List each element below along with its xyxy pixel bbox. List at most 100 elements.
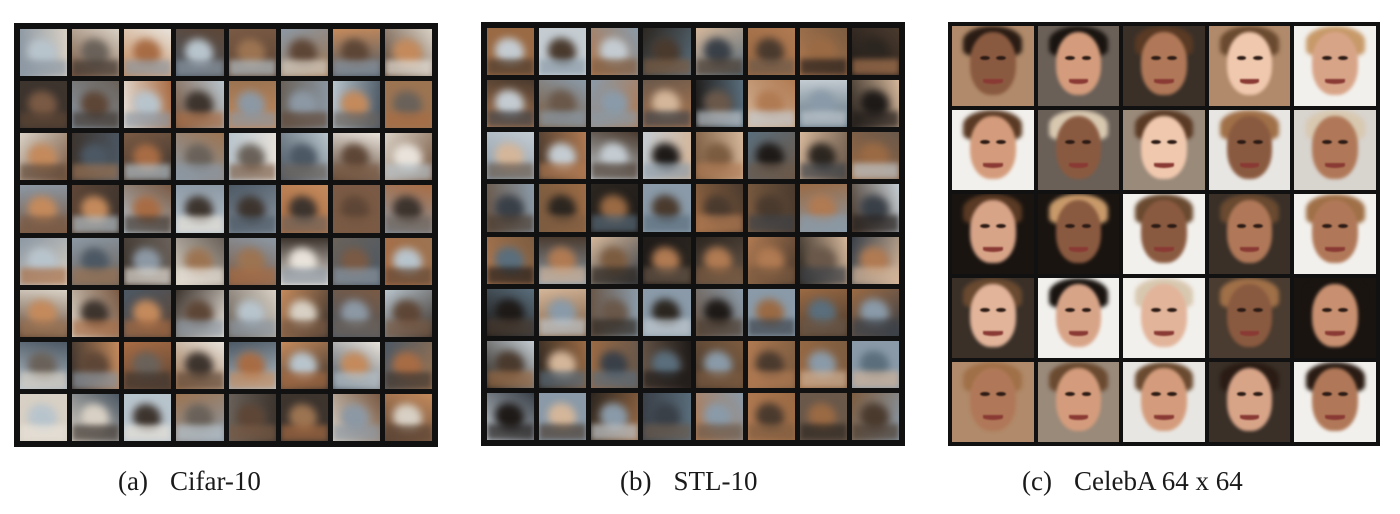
stl10-thumbnail (487, 392, 535, 440)
stl10-thumbnail (487, 28, 535, 76)
cifar10-thumbnail (124, 29, 172, 77)
stl10-thumbnail (643, 28, 691, 76)
cifar10-thumbnail (176, 393, 224, 441)
cifar10-thumbnail (176, 289, 224, 337)
caption-b-tag: (b) (620, 466, 652, 496)
stl10-thumbnail (747, 340, 795, 388)
stl10-thumbnail (851, 392, 899, 440)
stl10-thumbnail (851, 340, 899, 388)
stl10-thumbnail (591, 132, 639, 180)
cifar10-thumbnail (176, 341, 224, 389)
cifar10-sample-grid (14, 23, 438, 447)
cifar10-thumbnail (384, 185, 432, 233)
cifar10-thumbnail (228, 237, 276, 285)
stl10-thumbnail (799, 392, 847, 440)
cifar10-thumbnail (72, 393, 120, 441)
cifar10-thumbnail (228, 81, 276, 129)
cifar10-thumbnail (176, 133, 224, 181)
celeba-face-thumbnail (1208, 26, 1291, 106)
cifar10-thumbnail (72, 133, 120, 181)
stl10-thumbnail (539, 28, 587, 76)
cifar10-thumbnail (384, 393, 432, 441)
stl10-thumbnail (695, 392, 743, 440)
celeba-face-thumbnail (952, 110, 1034, 190)
stl10-thumbnail (747, 236, 795, 284)
celeba-face-thumbnail (1294, 362, 1376, 442)
celeba-face-thumbnail (1037, 194, 1120, 274)
stl10-thumbnail (643, 392, 691, 440)
stl10-thumbnail (799, 80, 847, 128)
celeba-face-thumbnail (1123, 362, 1205, 442)
cifar10-thumbnail (228, 185, 276, 233)
cifar10-thumbnail (228, 289, 276, 337)
cifar10-thumbnail (384, 237, 432, 285)
stl10-thumbnail (695, 340, 743, 388)
celeba-face-thumbnail (1123, 26, 1205, 106)
caption-a: (a) Cifar-10 (118, 466, 261, 497)
cifar10-thumbnail (124, 133, 172, 181)
stl10-thumbnail (591, 288, 639, 336)
cifar10-thumbnail (20, 393, 68, 441)
stl10-thumbnail (695, 184, 743, 232)
cifar10-thumbnail (332, 133, 380, 181)
stl10-thumbnail (851, 236, 899, 284)
cifar10-thumbnail (72, 29, 120, 77)
celeba-face-thumbnail (1294, 110, 1376, 190)
celeba-face-thumbnail (1208, 278, 1291, 358)
cifar10-thumbnail (176, 29, 224, 77)
cifar10-thumbnail (384, 289, 432, 337)
stl10-thumbnail (539, 340, 587, 388)
cifar10-thumbnail (332, 237, 380, 285)
cifar10-thumbnail (20, 133, 68, 181)
cifar10-thumbnail (20, 81, 68, 129)
stl10-thumbnail (487, 288, 535, 336)
stl10-thumbnail (643, 132, 691, 180)
cifar10-thumbnail (72, 289, 120, 337)
cifar10-thumbnail (176, 81, 224, 129)
celeba-sample-grid (948, 22, 1380, 446)
stl10-thumbnail (591, 340, 639, 388)
stl10-thumbnail (695, 236, 743, 284)
caption-c: (c) CelebA 64 x 64 (1022, 466, 1243, 497)
stl10-thumbnail (643, 184, 691, 232)
cifar10-thumbnail (384, 133, 432, 181)
caption-a-tag: (a) (118, 466, 148, 496)
cifar10-thumbnail (280, 341, 328, 389)
stl10-thumbnail (487, 184, 535, 232)
stl10-thumbnail (487, 80, 535, 128)
cifar10-thumbnail (20, 237, 68, 285)
cifar10-thumbnail (280, 185, 328, 233)
cifar10-thumbnail (124, 341, 172, 389)
stl10-thumbnail (591, 80, 639, 128)
stl10-thumbnail (799, 340, 847, 388)
cifar10-thumbnail (384, 29, 432, 77)
stl10-thumbnail (799, 236, 847, 284)
celeba-face-thumbnail (1123, 110, 1205, 190)
stl10-thumbnail (747, 392, 795, 440)
celeba-face-thumbnail (1294, 278, 1376, 358)
celeba-face-thumbnail (1208, 194, 1291, 274)
stl10-thumbnail (799, 132, 847, 180)
stl10-thumbnail (487, 236, 535, 284)
cifar10-thumbnail (72, 185, 120, 233)
cifar10-thumbnail (228, 29, 276, 77)
cifar10-thumbnail (280, 133, 328, 181)
stl10-thumbnail (539, 236, 587, 284)
cifar10-thumbnail (280, 81, 328, 129)
cifar10-thumbnail (332, 289, 380, 337)
celeba-face-thumbnail (952, 26, 1034, 106)
stl10-thumbnail (539, 288, 587, 336)
stl10-thumbnail (851, 132, 899, 180)
cifar10-thumbnail (20, 289, 68, 337)
cifar10-thumbnail (124, 237, 172, 285)
celeba-face-thumbnail (952, 362, 1034, 442)
stl10-thumbnail (799, 288, 847, 336)
stl10-thumbnail (591, 236, 639, 284)
cifar10-thumbnail (20, 29, 68, 77)
celeba-face-thumbnail (1208, 110, 1291, 190)
cifar10-thumbnail (20, 185, 68, 233)
stl10-thumbnail (487, 340, 535, 388)
cifar10-thumbnail (124, 289, 172, 337)
cifar10-thumbnail (280, 237, 328, 285)
cifar10-thumbnail (124, 185, 172, 233)
